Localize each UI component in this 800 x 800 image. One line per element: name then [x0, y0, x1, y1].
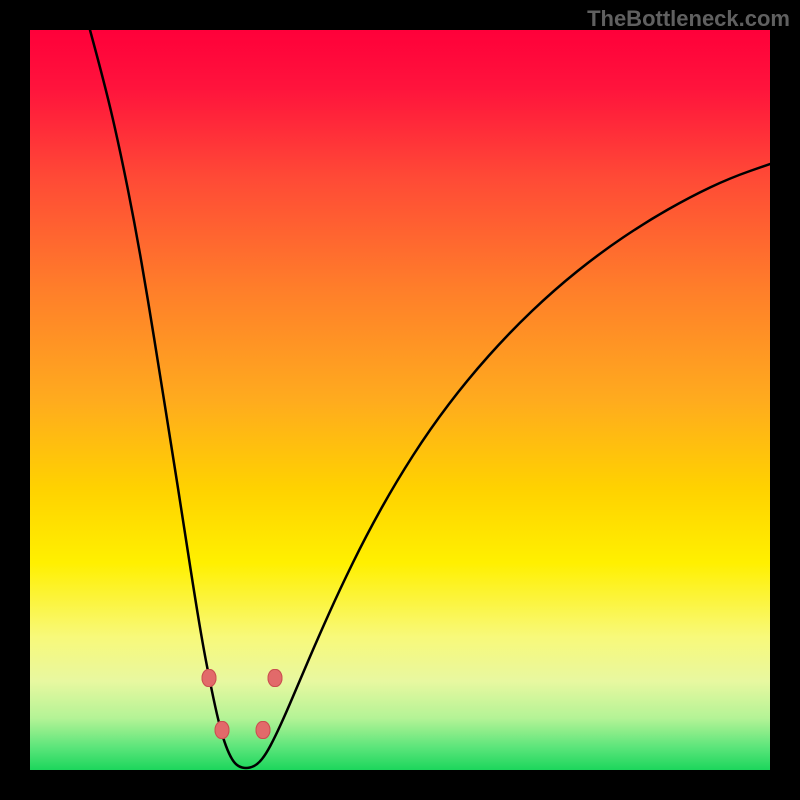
bottleneck-curve: [30, 30, 770, 770]
curve-marker-3: [256, 721, 271, 739]
curve-marker-0: [202, 669, 217, 687]
watermark-label: TheBottleneck.com: [587, 6, 790, 32]
chart-container: TheBottleneck.com: [0, 0, 800, 800]
gradient-background: [30, 30, 770, 770]
curve-marker-2: [215, 721, 230, 739]
plot-area: [30, 30, 770, 770]
curve-marker-1: [268, 669, 283, 687]
